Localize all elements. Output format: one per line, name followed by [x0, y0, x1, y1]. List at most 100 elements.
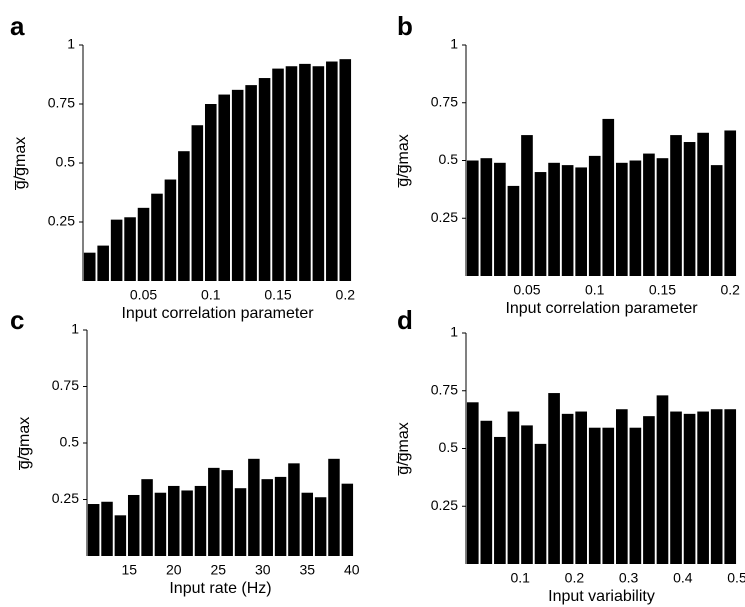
- y-tick-label: 0.5: [56, 154, 76, 170]
- bar: [615, 409, 628, 564]
- x-tick-label: 0.15: [264, 287, 291, 303]
- bar: [288, 463, 300, 556]
- bar: [110, 219, 123, 281]
- bar: [656, 158, 669, 276]
- bar: [561, 413, 574, 564]
- bar: [194, 485, 207, 556]
- x-tick-label: 25: [210, 562, 226, 578]
- bar: [602, 427, 615, 564]
- y-tick-label: 0.5: [60, 434, 80, 450]
- bar: [507, 185, 520, 276]
- x-tick-label: 0.2: [336, 287, 356, 303]
- y-axis-label: g̅/g̅max: [12, 137, 29, 191]
- x-tick-label: 0.4: [673, 570, 693, 586]
- y-tick-label: 0.5: [439, 151, 459, 167]
- bar: [258, 78, 271, 281]
- bar: [218, 94, 231, 281]
- bar: [480, 420, 493, 564]
- x-tick-label: 0.05: [513, 282, 540, 298]
- bar: [341, 483, 354, 556]
- bar: [602, 118, 615, 276]
- bar: [588, 155, 601, 276]
- x-tick-label: 0.1: [201, 287, 221, 303]
- bar: [521, 425, 533, 564]
- x-tick-label: 40: [344, 562, 360, 578]
- x-tick-label: 0.2: [565, 570, 585, 586]
- panel-letter: d: [397, 305, 413, 335]
- bar: [312, 66, 325, 282]
- y-tick-label: 1: [450, 36, 458, 52]
- bar: [231, 89, 244, 281]
- bar: [466, 402, 479, 564]
- bar: [683, 142, 696, 276]
- y-tick-label: 0.75: [431, 381, 458, 397]
- y-axis-label: g̅/g̅max: [16, 417, 33, 471]
- bar: [466, 160, 479, 276]
- bar: [261, 479, 273, 556]
- x-axis-label: Input variability: [548, 588, 655, 605]
- bar: [710, 409, 723, 564]
- bar: [710, 165, 723, 276]
- x-tick-label: 30: [255, 562, 271, 578]
- y-tick-label: 0.25: [52, 490, 79, 506]
- bar: [141, 479, 153, 556]
- bar: [151, 193, 163, 281]
- bar: [615, 162, 628, 276]
- bar: [643, 416, 655, 564]
- bar: [208, 467, 220, 556]
- bar: [629, 427, 642, 564]
- x-axis-label: Input rate (Hz): [169, 580, 271, 597]
- bar: [548, 162, 560, 276]
- bar: [656, 395, 669, 564]
- bar: [181, 490, 193, 556]
- y-tick-label: 0.25: [431, 209, 458, 225]
- bar: [101, 501, 113, 556]
- bar: [561, 165, 574, 276]
- bar: [697, 132, 709, 276]
- bar: [521, 135, 533, 276]
- y-tick-label: 0.75: [431, 93, 458, 109]
- bar: [274, 476, 287, 556]
- y-tick-label: 0.25: [431, 497, 458, 513]
- bar: [643, 153, 655, 276]
- x-tick-label: 0.15: [649, 282, 676, 298]
- bar: [534, 172, 547, 276]
- x-tick-label: 35: [299, 562, 315, 578]
- bar: [234, 488, 247, 556]
- x-tick-label: 0.3: [619, 570, 639, 586]
- panel-letter: b: [397, 11, 413, 41]
- bar: [204, 104, 217, 281]
- y-axis-label: g̅/g̅max: [395, 134, 412, 188]
- panel-letter: c: [10, 305, 24, 335]
- bar: [299, 63, 311, 281]
- bar: [494, 436, 506, 564]
- bar: [328, 458, 340, 556]
- bar: [494, 162, 506, 276]
- bar: [124, 217, 136, 281]
- bar: [137, 207, 150, 281]
- x-tick-label: 0.2: [720, 282, 740, 298]
- bar: [154, 492, 167, 556]
- bar: [191, 125, 204, 282]
- x-tick-label: 15: [121, 562, 137, 578]
- bar: [724, 130, 737, 276]
- x-tick-label: 20: [166, 562, 182, 578]
- y-tick-label: 0.25: [48, 213, 75, 229]
- bar: [575, 411, 588, 564]
- bar: [575, 167, 588, 276]
- bar: [301, 492, 314, 556]
- x-tick-label: 0.5: [727, 570, 745, 586]
- bar: [507, 411, 520, 564]
- y-tick-label: 0.75: [48, 95, 75, 111]
- bar: [127, 494, 140, 556]
- bar: [326, 61, 338, 281]
- bar: [178, 151, 190, 281]
- bar: [339, 59, 352, 281]
- bar: [670, 411, 682, 564]
- y-tick-label: 0.75: [52, 377, 79, 393]
- bar: [97, 245, 109, 281]
- x-tick-label: 0.1: [585, 282, 605, 298]
- bar: [285, 66, 298, 282]
- bar: [168, 485, 180, 556]
- x-tick-label: 0.05: [130, 287, 157, 303]
